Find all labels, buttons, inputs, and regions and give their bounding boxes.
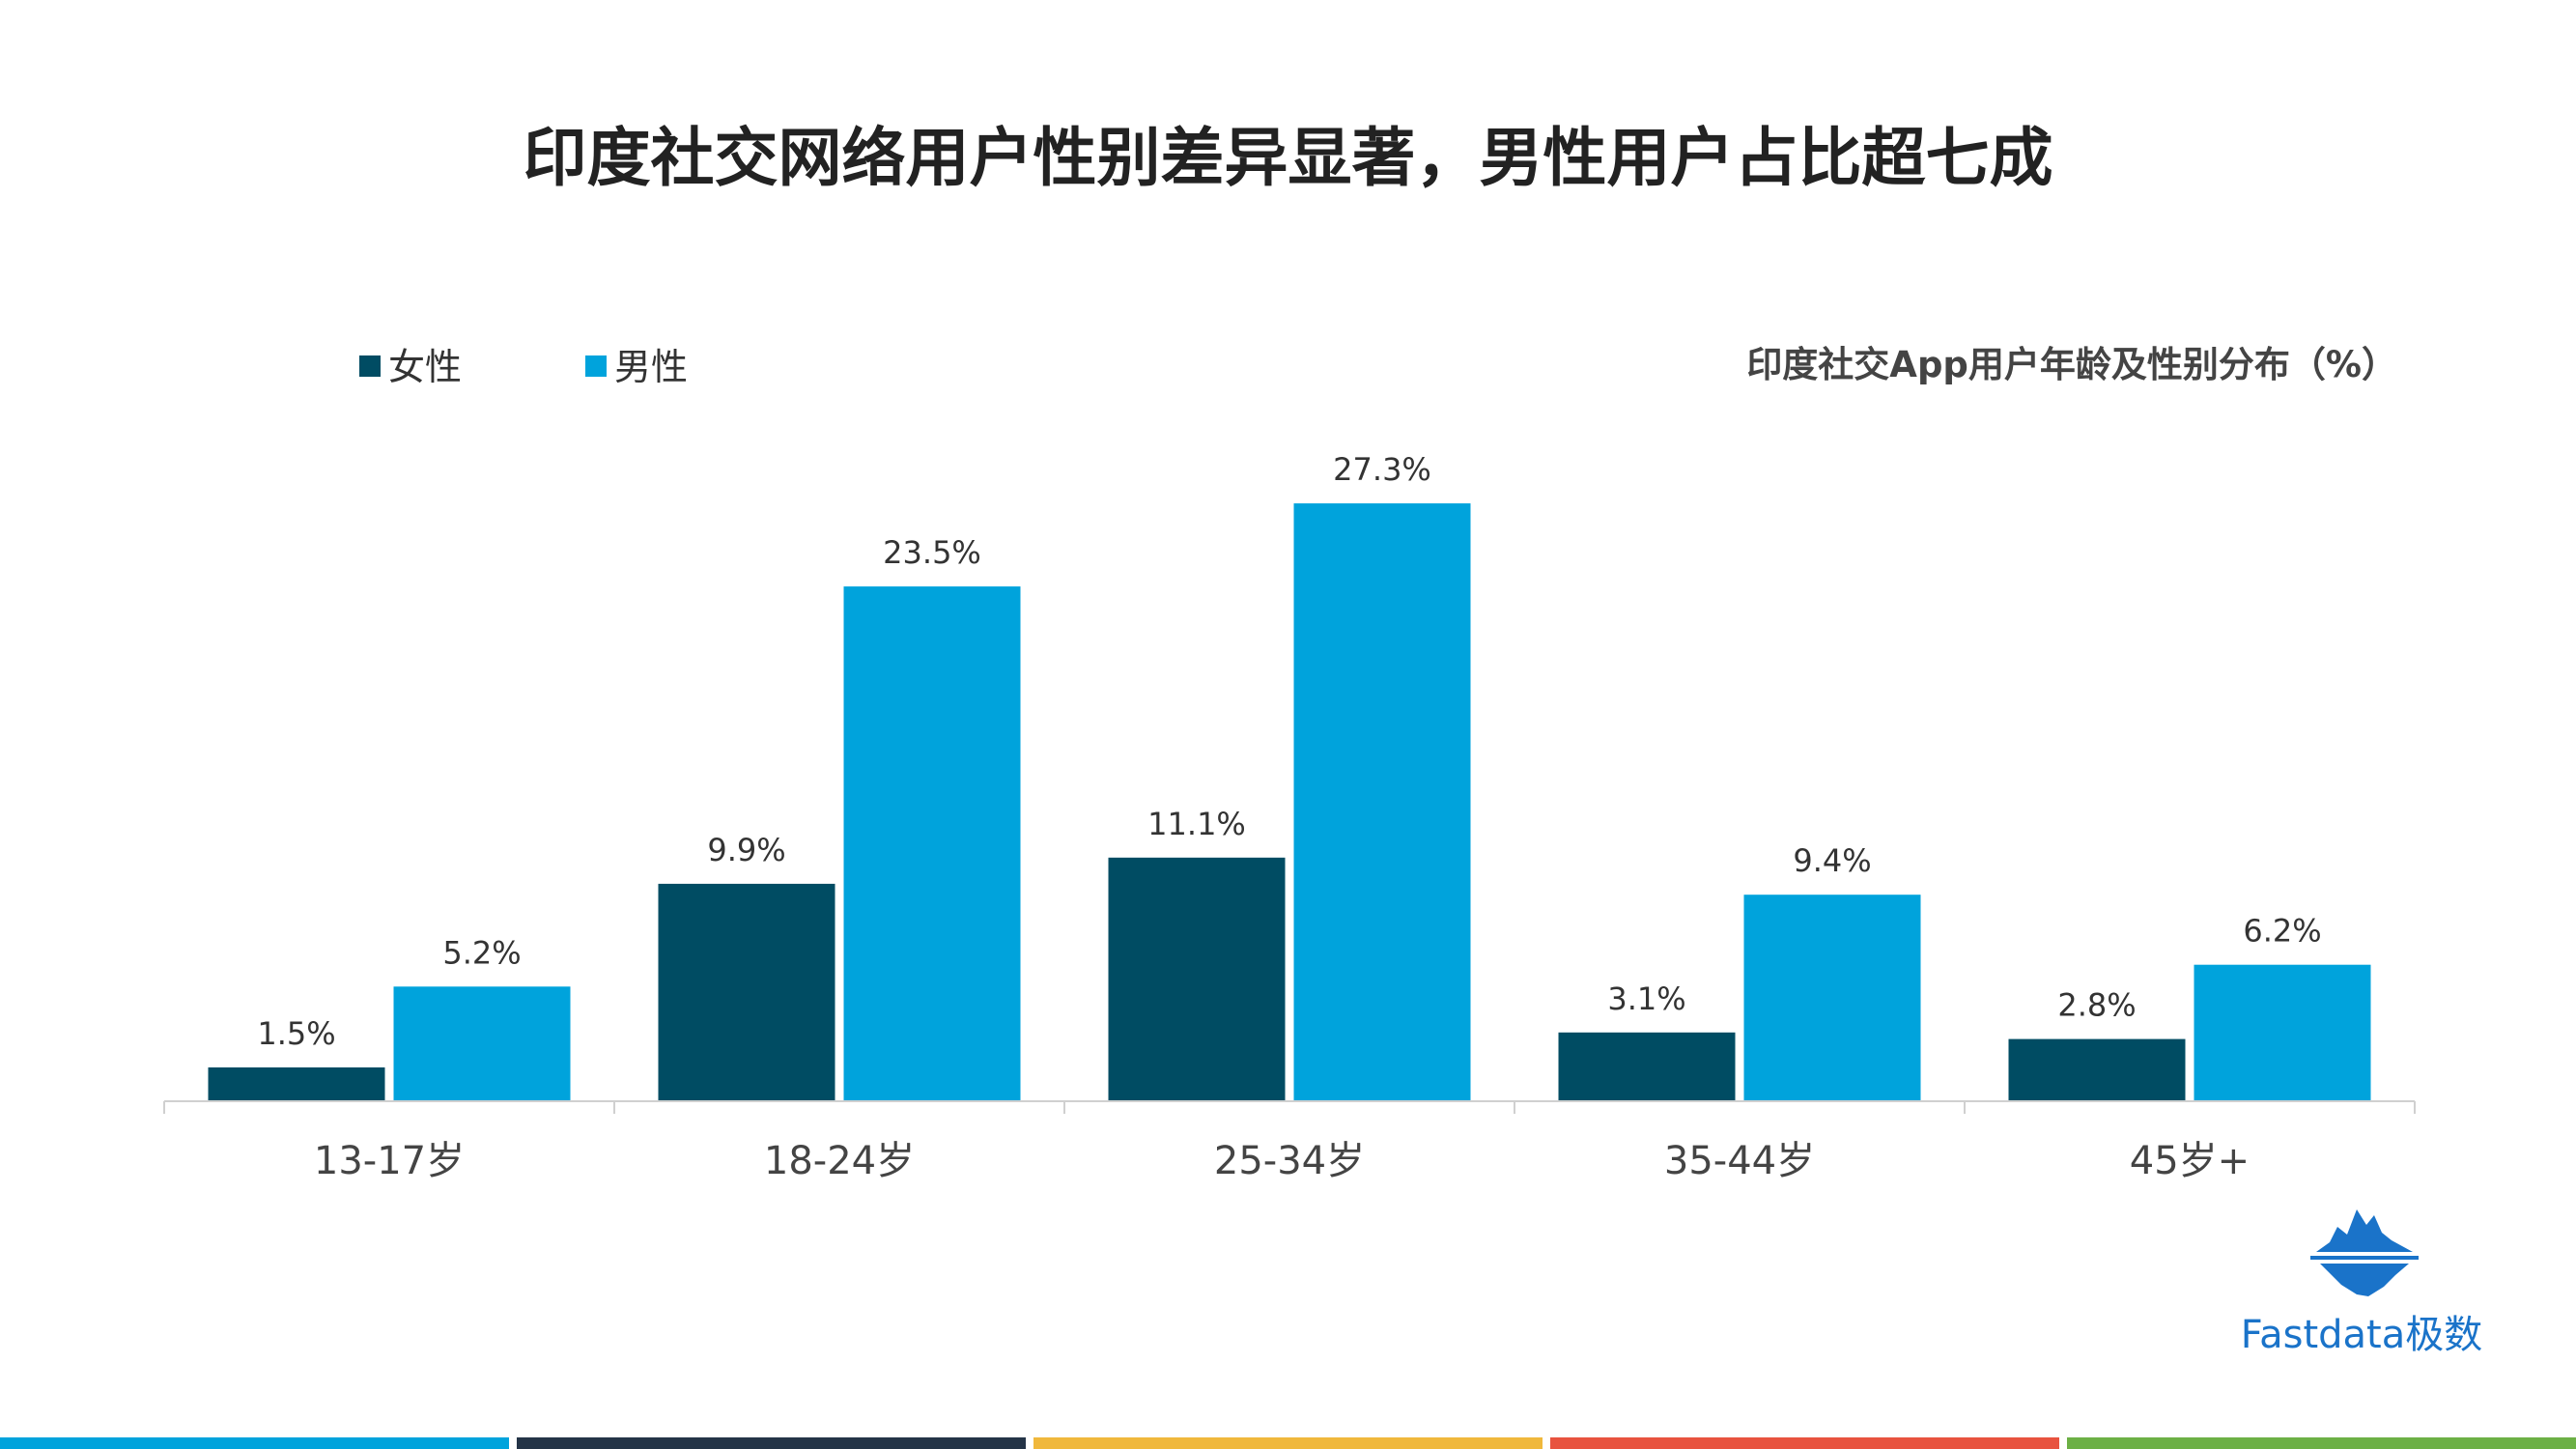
data-label-male-0: 5.2% <box>442 934 521 971</box>
legend-swatch-male <box>585 355 607 377</box>
bottom-color-strip <box>0 1437 2576 1449</box>
brand-name: Fastdata极数 <box>2241 1313 2482 1357</box>
bar-male-2 <box>1293 503 1471 1100</box>
strip-segment-1 <box>517 1437 1026 1449</box>
bar-male-4 <box>2194 964 2371 1100</box>
strip-segment-0 <box>0 1437 509 1449</box>
bar-female-4 <box>2008 1038 2186 1100</box>
iceberg-underwater-icon <box>2320 1264 2409 1296</box>
legend-swatch-female <box>359 355 381 377</box>
x-tick-label-3: 35-44岁 <box>1664 1139 1815 1183</box>
data-label-male-4: 6.2% <box>2243 913 2321 950</box>
strip-segment-4 <box>2067 1437 2576 1449</box>
legend: 女性 男性 <box>359 346 688 388</box>
data-labels-layer: 1.5% 5.2% 9.9% 23.5% 11.1% 27.3% 3.1% 9.4% 2.8% 6… <box>257 451 2321 1052</box>
strip-segment-2 <box>1033 1437 1543 1449</box>
water-line-icon <box>2310 1256 2419 1260</box>
bar-female-3 <box>1558 1032 1736 1100</box>
data-label-female-3: 3.1% <box>1607 980 1685 1017</box>
brand-logo: Fastdata极数 <box>2241 1209 2482 1357</box>
bar-female-2 <box>1108 857 1286 1100</box>
data-label-male-1: 23.5% <box>883 534 981 571</box>
data-label-female-0: 1.5% <box>257 1015 335 1052</box>
x-tick-label-1: 18-24岁 <box>764 1139 915 1183</box>
data-label-female-2: 11.1% <box>1147 806 1246 842</box>
legend-label-female: 女性 <box>388 346 462 388</box>
bars-layer <box>208 503 2371 1100</box>
strip-segment-3 <box>1550 1437 2059 1449</box>
x-axis: 13-17岁 18-24岁 25-34岁 35-44岁 45岁+ <box>163 1100 2416 1183</box>
chart-subtitle: 印度社交App用户年龄及性别分布（%） <box>1746 344 2397 385</box>
x-tick-label-2: 25-34岁 <box>1214 1139 1365 1183</box>
legend-label-male: 男性 <box>614 346 688 388</box>
x-tick-label-4: 45岁+ <box>2130 1139 2250 1183</box>
data-label-female-4: 2.8% <box>2057 987 2136 1024</box>
bar-male-1 <box>843 586 1021 1100</box>
bar-male-3 <box>1743 895 1921 1100</box>
bar-male-0 <box>393 986 571 1100</box>
page-title: 印度社交网络用户性别差异显著，男性用户占比超七成 <box>523 121 2053 195</box>
data-label-female-1: 9.9% <box>707 832 785 868</box>
bar-female-0 <box>208 1067 385 1100</box>
x-tick-label-0: 13-17岁 <box>314 1139 465 1183</box>
data-label-male-3: 9.4% <box>1793 842 1871 879</box>
bar-female-1 <box>658 883 835 1100</box>
iceberg-icon <box>2316 1209 2413 1252</box>
data-label-male-2: 27.3% <box>1333 451 1431 488</box>
